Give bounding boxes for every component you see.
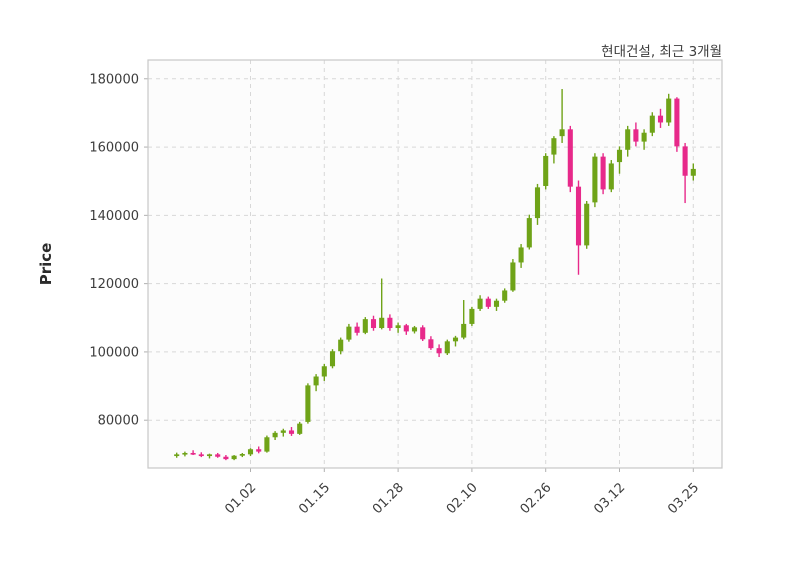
y-tick-label: 100000 (89, 345, 139, 360)
candle-down (215, 454, 221, 457)
candle-up (379, 317, 385, 329)
chart-title: 현대건설, 최근 3개월 (601, 44, 722, 60)
candle-up (469, 308, 475, 324)
candle-down (354, 326, 360, 333)
candle-up (518, 247, 524, 263)
x-tick-label: 01.28 (370, 480, 407, 517)
candle-up (452, 337, 459, 342)
candle-down (436, 348, 442, 354)
candle-down (633, 129, 639, 142)
candle-up (477, 298, 483, 309)
candle-down (575, 186, 582, 246)
y-tick-label: 120000 (89, 277, 139, 292)
y-tick-label: 160000 (89, 141, 139, 156)
candle-down (190, 452, 196, 455)
candle-up (608, 163, 614, 190)
candle-up (305, 385, 311, 422)
candle-down (370, 319, 377, 329)
candle-up (690, 168, 696, 176)
candle-up (411, 327, 418, 332)
candle-down (567, 129, 573, 187)
candle-up (649, 115, 655, 133)
candle-down (657, 115, 664, 123)
candle-up (231, 455, 237, 460)
candle-up (182, 452, 188, 455)
candle-down (428, 339, 434, 349)
plot-area (148, 60, 722, 468)
x-tick-label: 01.15 (296, 480, 333, 517)
candle-up (321, 366, 327, 377)
y-tick-label: 80000 (98, 414, 139, 429)
candle-up (502, 290, 508, 301)
candle-up (641, 132, 647, 142)
candle-down (387, 317, 393, 329)
candle-down (682, 146, 688, 176)
candle-up (395, 325, 401, 329)
candle-up (206, 454, 213, 457)
candle-up (526, 218, 532, 248)
candle-down (198, 454, 204, 457)
candle-up (247, 449, 254, 455)
candle-up (666, 98, 672, 123)
candle-up (592, 156, 598, 203)
candle-up (551, 138, 557, 155)
x-tick-label: 03.25 (665, 480, 702, 517)
candle-up (493, 300, 500, 307)
candle-up (559, 129, 565, 137)
candle-up (461, 323, 467, 338)
candle-up (362, 319, 368, 333)
candle-up (444, 341, 450, 354)
x-tick-label: 01.02 (222, 480, 259, 517)
candle-down (288, 430, 295, 434)
candle-down (223, 456, 229, 460)
candle-up (584, 203, 590, 246)
y-tick-label: 140000 (89, 209, 139, 224)
candle-up (280, 430, 286, 433)
x-tick-label: 02.26 (518, 480, 555, 517)
plot-border (147, 59, 723, 469)
candle-down (485, 298, 491, 307)
candle-up (338, 339, 344, 352)
candle-up (264, 437, 270, 452)
candle-down (600, 156, 606, 190)
y-axis-label: Price (37, 242, 55, 286)
candle-down (256, 449, 262, 452)
candle-up (297, 423, 303, 434)
candle-up (543, 155, 549, 186)
candle-up (272, 432, 278, 438)
candle-down (674, 98, 680, 147)
candle-up (616, 149, 623, 163)
x-tick-label: 02.10 (444, 480, 481, 517)
candle-up (239, 454, 245, 456)
candle-up (346, 326, 352, 340)
candle-down (420, 327, 426, 340)
candle-up (534, 187, 541, 219)
candle-down (403, 325, 409, 332)
candle-up (329, 351, 336, 367)
y-tick-label: 180000 (89, 72, 139, 87)
x-tick-label: 03.12 (591, 480, 628, 517)
candle-up (313, 376, 319, 386)
candle-up (625, 129, 631, 150)
candle-up (510, 262, 516, 291)
candle-up (174, 454, 180, 457)
